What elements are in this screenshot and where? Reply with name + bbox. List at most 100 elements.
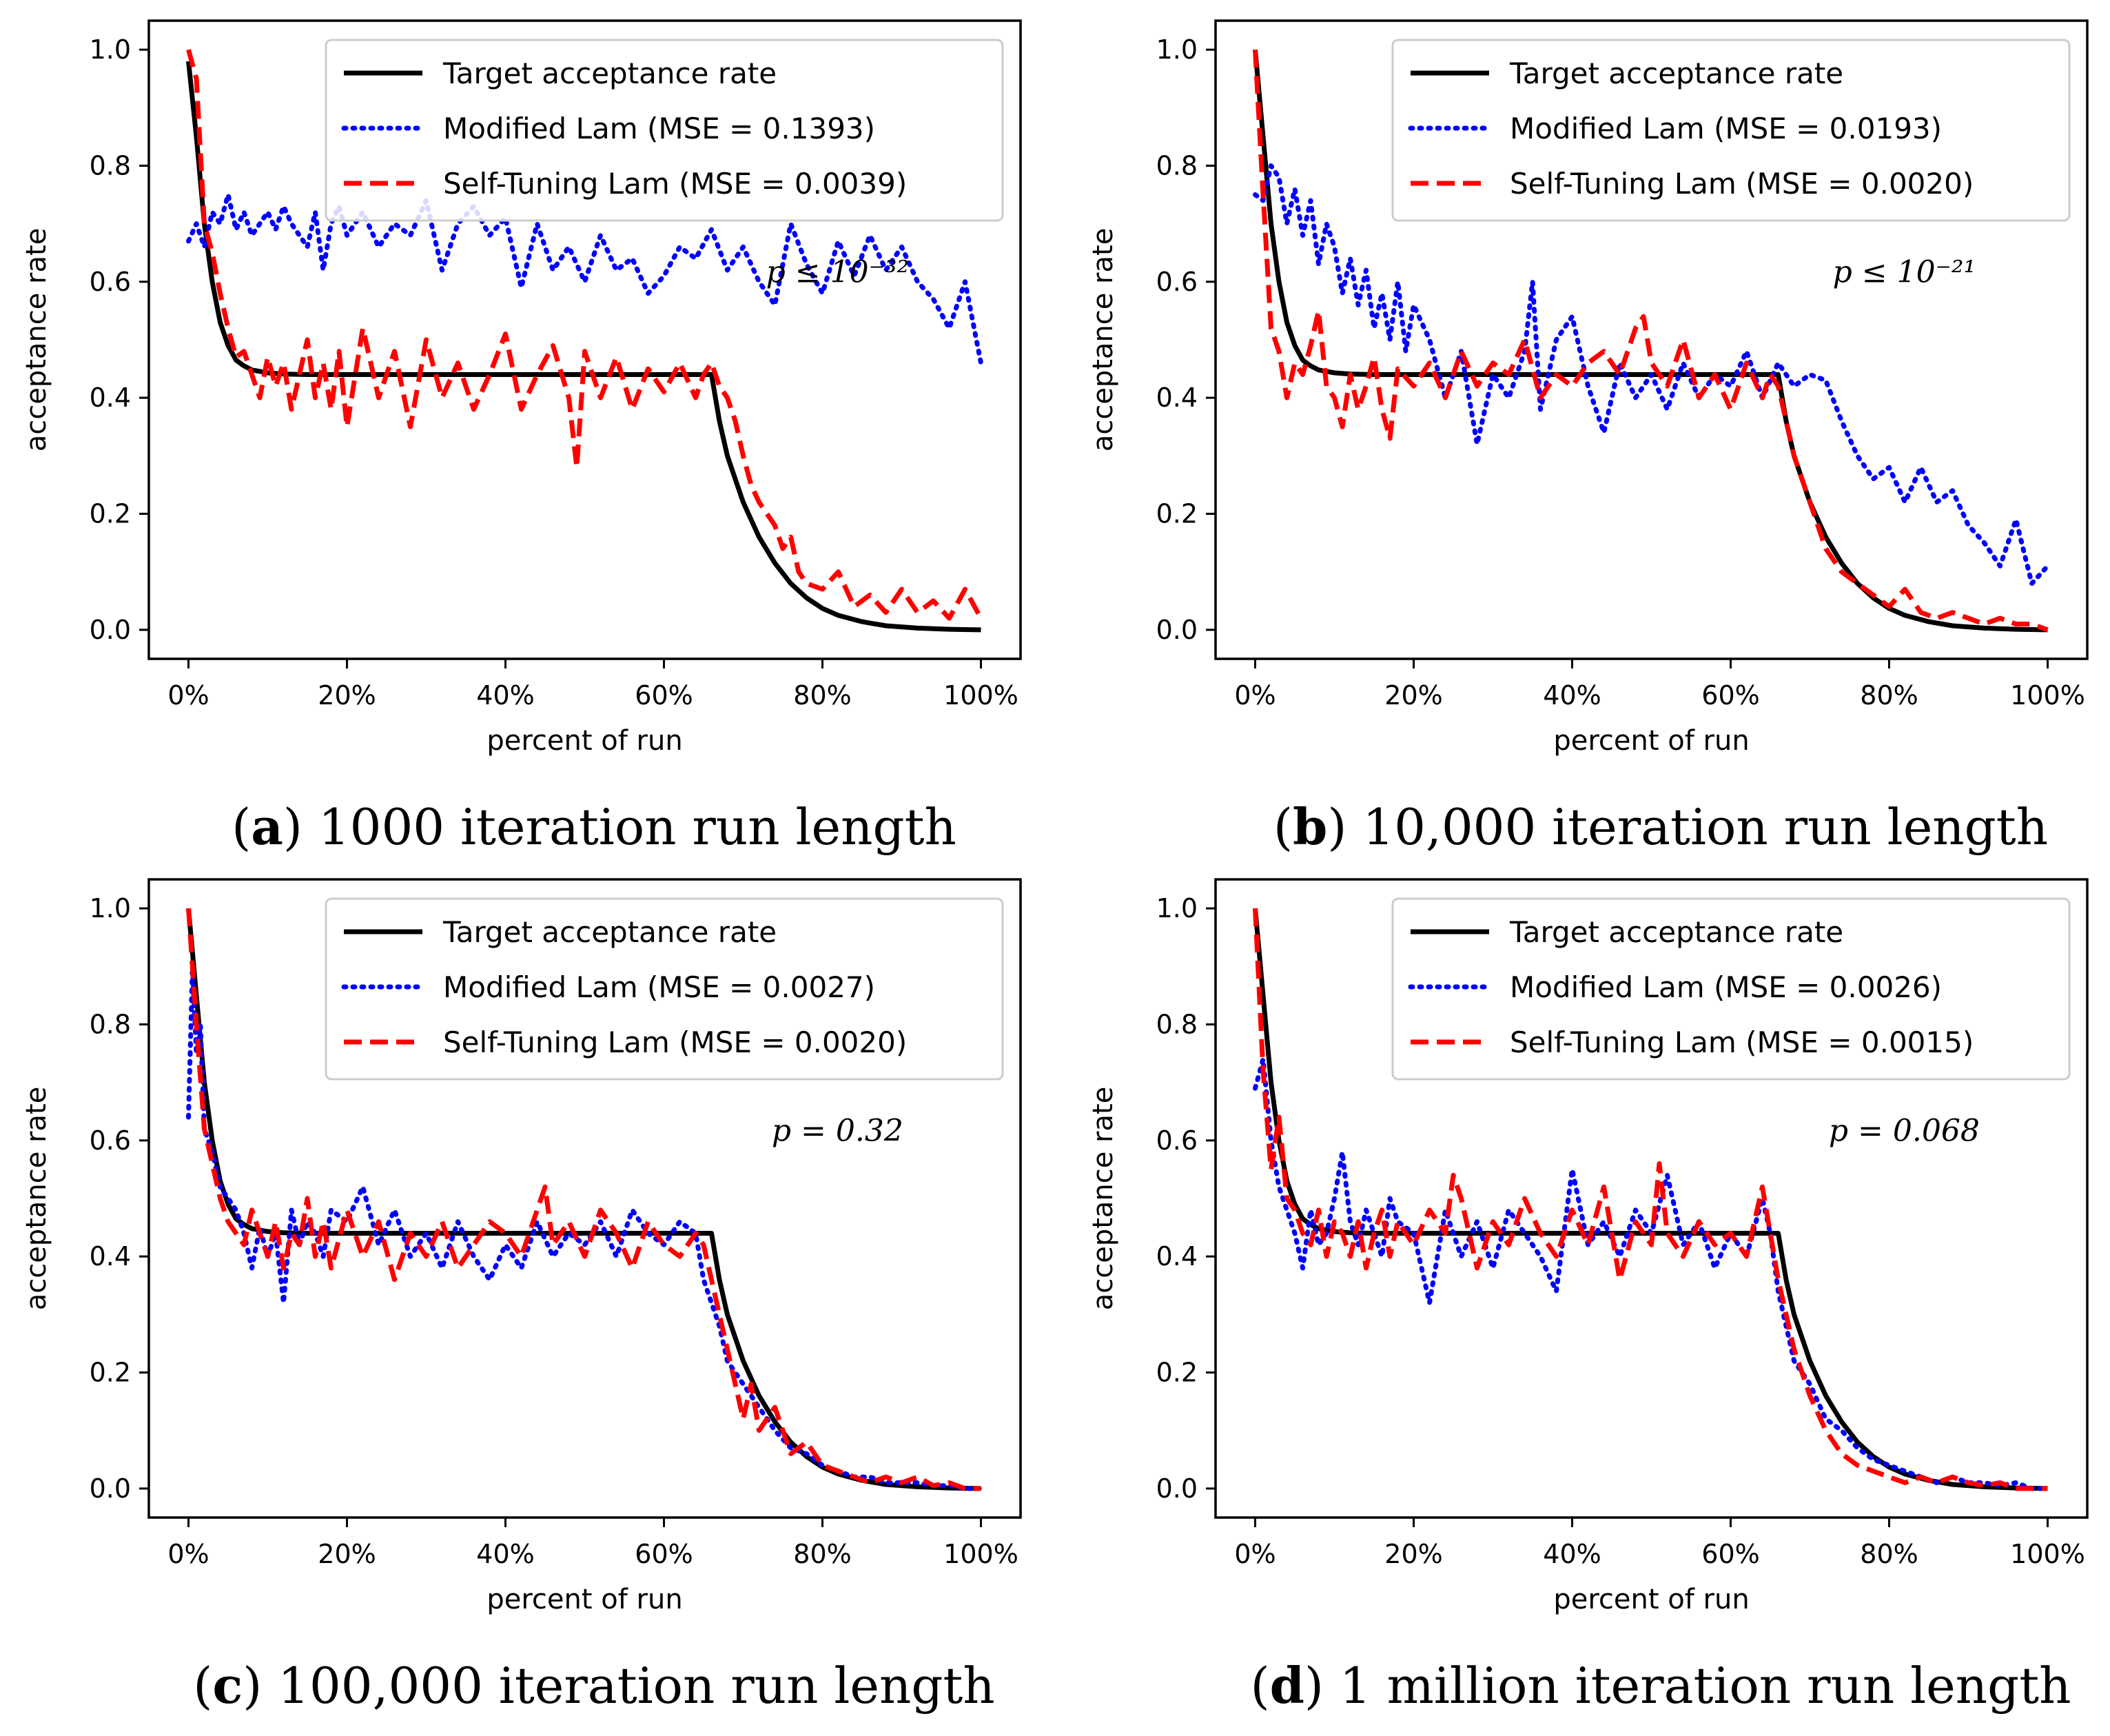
x-tick-label: 80%	[793, 680, 851, 711]
legend-label: Self-Tuning Lam (MSE = 0.0020)	[1510, 167, 1974, 201]
legend-label: Target acceptance rate	[442, 57, 777, 90]
y-axis-label: acceptance rate	[1087, 1087, 1119, 1311]
x-tick-label: 0%	[167, 1539, 209, 1569]
y-tick-label: 1.0	[1156, 893, 1198, 923]
y-tick-label: 0.8	[1156, 150, 1198, 181]
y-axis-label: acceptance rate	[1087, 228, 1119, 452]
x-tick-label: 100%	[2010, 680, 2085, 711]
legend-label: Self-Tuning Lam (MSE = 0.0039)	[443, 167, 907, 201]
x-tick-label: 60%	[635, 680, 693, 711]
plot-area	[1253, 49, 2050, 633]
y-axis-label: acceptance rate	[21, 1087, 52, 1311]
series-line-modified-lam	[1253, 163, 2050, 586]
x-tick-label: 0%	[1234, 680, 1276, 711]
series-line-self-tuning-lam	[186, 908, 981, 1491]
legend-label: Self-Tuning Lam (MSE = 0.0015)	[1510, 1025, 1974, 1059]
y-tick-label: 0.8	[90, 1009, 131, 1039]
series-line-target	[186, 61, 981, 633]
y-tick-label: 0.4	[90, 1241, 131, 1272]
series-line-self-tuning-lam	[1253, 49, 2049, 633]
x-tick-label: 20%	[318, 680, 376, 711]
legend: Target acceptance rate Modified Lam (MSE …	[1391, 39, 2071, 222]
y-tick-label: 0.4	[1156, 382, 1198, 413]
axes-frame	[147, 878, 1022, 1519]
p-value-annotation: p ≤ 10⁻²¹	[1833, 255, 1976, 290]
x-tick-label: 100%	[943, 1539, 1018, 1569]
series-line-modified-lam	[186, 963, 983, 1491]
panel-a: 0% 20% 40% 60% 80% 100% 0.0 0.2 0.4 0.6 0.8 1.0 perc…	[21, 19, 1022, 757]
y-tick-label: 1.0	[90, 34, 131, 65]
y-tick-label: 0.8	[90, 150, 131, 181]
series-line-modified-lam	[186, 192, 983, 366]
series-line-target	[1253, 908, 2048, 1491]
y-tick-label: 0.2	[1156, 499, 1198, 529]
legend-label: Modified Lam (MSE = 0.1393)	[443, 112, 875, 145]
legend-label: Self-Tuning Lam (MSE = 0.0020)	[443, 1025, 907, 1059]
x-tick-label: 80%	[1860, 680, 1918, 711]
y-tick-label: 0.4	[90, 382, 131, 413]
legend-label: Target acceptance rate	[442, 915, 777, 949]
x-tick-label: 20%	[1384, 680, 1442, 711]
x-tick-label: 40%	[1543, 680, 1601, 711]
x-axis-label: percent of run	[486, 1584, 682, 1615]
x-axis-label: percent of run	[1553, 725, 1749, 757]
x-tick-label: 80%	[793, 1539, 851, 1569]
x-tick-label: 60%	[1701, 1539, 1759, 1569]
series-line-modified-lam	[1253, 1056, 2050, 1491]
y-tick-label: 1.0	[1156, 34, 1198, 65]
legend-box	[325, 897, 1004, 1081]
x-tick-label: 40%	[476, 1539, 534, 1569]
legend-box	[1391, 39, 2071, 222]
x-tick-label: 0%	[167, 680, 209, 711]
x-tick-label: 40%	[1543, 1539, 1601, 1569]
y-tick-label: 0.6	[90, 1125, 131, 1156]
x-tick-label: 60%	[1701, 680, 1759, 711]
x-tick-label: 100%	[2010, 1539, 2085, 1569]
x-tick-label: 20%	[1384, 1539, 1442, 1569]
legend: Target acceptance rate Modified Lam (MSE …	[325, 897, 1004, 1081]
y-tick-label: 0.8	[1156, 1009, 1198, 1039]
axes-frame	[1214, 878, 2089, 1519]
y-tick-label: 0.0	[1156, 1473, 1198, 1504]
caption-d: (d) 1 million iteration run length	[1250, 1656, 2071, 1715]
x-axis-label: percent of run	[486, 725, 682, 757]
p-value-annotation: p = 0.32	[772, 1114, 903, 1149]
x-axis-label: percent of run	[1553, 1584, 1749, 1615]
panel-b: 0% 20% 40% 60% 80% 100% 0.0 0.2 0.4 0.6 0.8 1.0 perc…	[1087, 19, 2089, 757]
axes-frame	[147, 19, 1022, 660]
y-tick-label: 0.2	[90, 499, 131, 529]
legend-label: Target acceptance rate	[1509, 915, 1843, 949]
series-line-target	[1253, 49, 2048, 633]
p-value-annotation: p = 0.068	[1829, 1114, 1980, 1149]
y-tick-label: 0.2	[90, 1358, 131, 1388]
y-tick-label: 0.0	[90, 615, 131, 645]
y-tick-label: 0.0	[90, 1473, 131, 1504]
y-tick-label: 0.6	[1156, 1125, 1198, 1156]
legend-box	[325, 39, 1004, 222]
plot-area	[1253, 908, 2050, 1491]
x-tick-label: 80%	[1860, 1539, 1918, 1569]
panel-c: 0% 20% 40% 60% 80% 100% 0.0 0.2 0.4 0.6 0.8 1.0 perc…	[21, 878, 1022, 1615]
panel-d: 0% 20% 40% 60% 80% 100% 0.0 0.2 0.4 0.6 0.8 1.0 perc…	[1087, 878, 2089, 1615]
x-tick-label: 20%	[318, 1539, 376, 1569]
y-tick-label: 0.4	[1156, 1241, 1198, 1272]
p-value-annotation: p ≤ 10⁻³²	[766, 255, 910, 290]
axes-frame	[1214, 19, 2089, 660]
caption-b: (b) 10,000 iteration run length	[1273, 797, 2048, 856]
caption-a: (a) 1000 iteration run length	[232, 797, 956, 856]
plot-area	[186, 49, 983, 633]
series-line-self-tuning-lam	[1253, 908, 2048, 1491]
legend-box	[1391, 897, 2071, 1081]
legend-label: Modified Lam (MSE = 0.0027)	[443, 970, 875, 1004]
x-tick-label: 40%	[476, 680, 534, 711]
legend: Target acceptance rate Modified Lam (MSE …	[1391, 897, 2071, 1081]
y-axis-label: acceptance rate	[21, 228, 52, 452]
x-tick-label: 60%	[635, 1539, 693, 1569]
legend-label: Modified Lam (MSE = 0.0193)	[1510, 112, 1942, 145]
y-tick-label: 0.6	[1156, 267, 1198, 297]
y-tick-label: 1.0	[90, 893, 131, 923]
plot-area	[186, 908, 983, 1491]
legend-label: Target acceptance rate	[1509, 57, 1843, 90]
x-tick-label: 100%	[943, 680, 1018, 711]
